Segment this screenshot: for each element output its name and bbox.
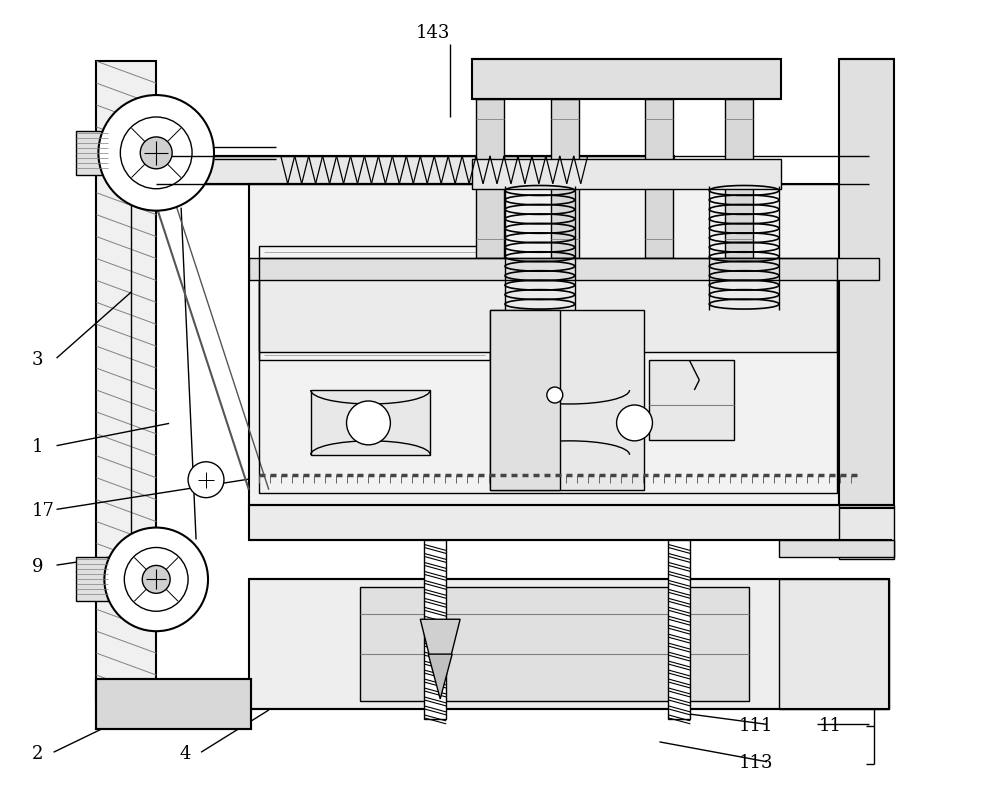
Circle shape xyxy=(142,566,170,594)
Bar xyxy=(779,539,894,558)
Text: 2: 2 xyxy=(32,745,43,763)
Bar xyxy=(424,539,446,719)
Bar xyxy=(249,579,889,709)
Bar xyxy=(249,259,879,280)
Circle shape xyxy=(104,527,208,631)
Bar xyxy=(76,558,108,602)
Text: 11: 11 xyxy=(819,717,842,735)
Bar xyxy=(96,679,251,729)
Polygon shape xyxy=(510,390,630,455)
Text: 111: 111 xyxy=(739,717,774,735)
Text: 17: 17 xyxy=(32,502,55,520)
Circle shape xyxy=(120,117,192,189)
Bar xyxy=(779,579,889,709)
Bar xyxy=(839,59,894,507)
Bar xyxy=(490,310,560,490)
Text: 3: 3 xyxy=(32,351,43,368)
Circle shape xyxy=(98,95,214,211)
Circle shape xyxy=(617,405,652,441)
Bar xyxy=(360,587,749,701)
Circle shape xyxy=(140,137,172,169)
Text: 1: 1 xyxy=(32,439,43,456)
Polygon shape xyxy=(311,390,430,455)
Bar xyxy=(645,99,673,259)
Text: 4: 4 xyxy=(179,745,190,763)
Polygon shape xyxy=(428,654,452,699)
Bar xyxy=(249,184,879,510)
Text: 112: 112 xyxy=(739,662,774,679)
Circle shape xyxy=(124,547,188,611)
Text: 143: 143 xyxy=(415,24,450,42)
Bar xyxy=(649,360,734,440)
Bar xyxy=(551,99,579,259)
Circle shape xyxy=(347,401,390,445)
Text: 9: 9 xyxy=(32,558,43,576)
Bar xyxy=(259,259,837,493)
Bar xyxy=(76,131,108,175)
Bar xyxy=(259,245,490,360)
Bar xyxy=(259,260,837,352)
Circle shape xyxy=(547,387,563,403)
Text: 6: 6 xyxy=(839,518,850,536)
Circle shape xyxy=(188,462,224,498)
Bar xyxy=(472,59,781,99)
Bar xyxy=(249,505,892,539)
Bar xyxy=(472,159,781,189)
Text: 113: 113 xyxy=(739,754,774,773)
Bar xyxy=(668,539,690,719)
Bar xyxy=(725,99,753,259)
Bar xyxy=(476,99,504,259)
Bar xyxy=(490,310,644,490)
Bar xyxy=(96,679,251,729)
Bar xyxy=(96,62,156,699)
Bar xyxy=(156,156,674,184)
Polygon shape xyxy=(420,619,460,659)
Bar xyxy=(839,505,894,559)
